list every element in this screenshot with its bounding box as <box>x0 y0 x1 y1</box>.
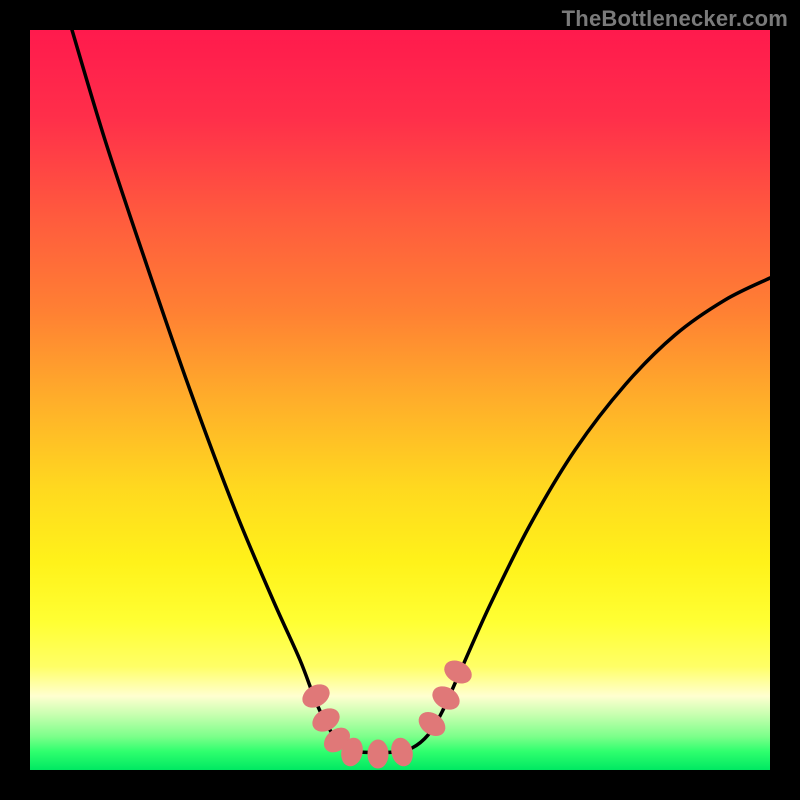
chart-stage: TheBottlenecker.com <box>0 0 800 800</box>
watermark-text: TheBottlenecker.com <box>562 6 788 32</box>
chart-plot-area <box>30 30 770 770</box>
curve-marker <box>368 740 388 768</box>
chart-svg <box>0 0 800 800</box>
